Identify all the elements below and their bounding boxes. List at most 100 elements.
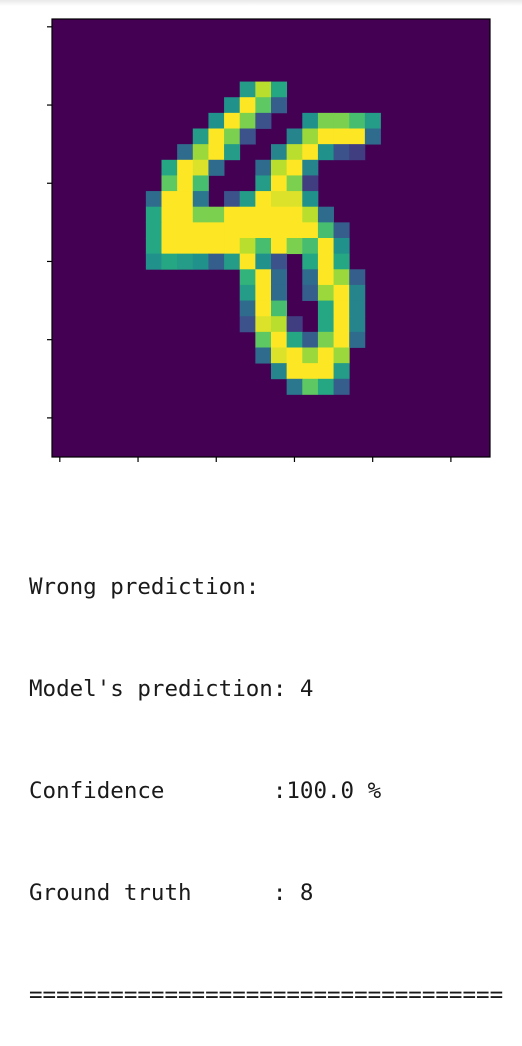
image-pixel — [255, 112, 272, 129]
image-pixel — [271, 222, 288, 239]
image-pixel — [286, 316, 303, 333]
image-pixel — [239, 316, 256, 333]
image-pixel — [333, 300, 350, 317]
image-pixel — [286, 363, 303, 380]
image-pixel — [317, 300, 334, 317]
image-pixel — [255, 222, 272, 239]
image-pixel — [271, 300, 288, 317]
image-pixel — [161, 159, 178, 176]
image-pixel — [302, 175, 319, 192]
image-pixel — [271, 206, 288, 223]
image-pixel — [317, 238, 334, 255]
image-pixel — [333, 128, 350, 145]
image-pixel — [286, 238, 303, 255]
image-pixel — [302, 378, 319, 395]
image-pixel — [317, 222, 334, 239]
image-pixel — [192, 253, 209, 270]
image-pixel — [271, 269, 288, 286]
image-pixel — [208, 128, 225, 145]
image-pixel — [224, 97, 241, 114]
image-pixel — [302, 331, 319, 348]
image-pixel — [255, 159, 272, 176]
image-pixel — [255, 316, 272, 333]
image-pixel — [302, 128, 319, 145]
image-pixel — [177, 253, 194, 270]
image-pixel — [317, 378, 334, 395]
image-pixel — [239, 269, 256, 286]
image-pixel — [349, 269, 366, 286]
image-pixel — [333, 363, 350, 380]
image-pixel — [317, 144, 334, 161]
image-pixel — [192, 238, 209, 255]
image-pixel — [239, 206, 256, 223]
confidence-line: Confidence :100.0 % — [29, 778, 382, 804]
image-pixel — [224, 128, 241, 145]
image-pixel — [177, 144, 194, 161]
image-pixel — [239, 97, 256, 114]
image-pixel — [286, 159, 303, 176]
image-pixel — [239, 300, 256, 317]
image-pixel — [208, 253, 225, 270]
image-pixel — [161, 238, 178, 255]
image-pixel — [302, 269, 319, 286]
image-pixel — [192, 175, 209, 192]
digit-image-plot — [47, 18, 491, 462]
image-pixel — [333, 238, 350, 255]
image-pixel — [349, 112, 366, 129]
image-pixel — [177, 238, 194, 255]
image-pixel — [364, 112, 381, 129]
image-pixel — [333, 112, 350, 129]
image-pixel — [255, 191, 272, 208]
image-pixel — [145, 222, 162, 239]
image-pixel — [239, 191, 256, 208]
image-pixel — [255, 253, 272, 270]
image-pixel — [192, 222, 209, 239]
image-pixel — [271, 284, 288, 301]
image-pixel — [161, 222, 178, 239]
image-pixel — [286, 222, 303, 239]
image-pixel — [271, 97, 288, 114]
image-pixel — [224, 253, 241, 270]
image-pixel — [302, 238, 319, 255]
image-pixel — [333, 269, 350, 286]
image-pixel — [302, 347, 319, 364]
image-pixel — [161, 206, 178, 223]
image-pixel — [286, 175, 303, 192]
image-pixel — [317, 284, 334, 301]
image-pixel — [317, 347, 334, 364]
model-prediction-line: Model's prediction: 4 — [29, 676, 314, 702]
image-pixel — [177, 206, 194, 223]
image-pixel — [177, 222, 194, 239]
image-pixel — [192, 128, 209, 145]
image-pixel — [302, 191, 319, 208]
image-pixel — [145, 191, 162, 208]
image-pixel — [302, 159, 319, 176]
image-pixel — [177, 159, 194, 176]
cell-top-border — [0, 0, 522, 6]
image-pixel — [302, 112, 319, 129]
image-pixel — [208, 238, 225, 255]
image-pixel — [271, 191, 288, 208]
image-pixel — [317, 363, 334, 380]
image-pixel — [333, 284, 350, 301]
image-pixel — [208, 206, 225, 223]
image-pixel — [317, 128, 334, 145]
image-pixel — [317, 331, 334, 348]
image-pixel — [271, 363, 288, 380]
image-pixel — [302, 222, 319, 239]
image-pixel — [224, 238, 241, 255]
image-pixel — [192, 206, 209, 223]
image-pixel — [317, 112, 334, 129]
image-pixel — [364, 128, 381, 145]
image-pixel — [333, 331, 350, 348]
image-pixel — [286, 378, 303, 395]
cell-output: Wrong prediction: Model's prediction: 4 … — [29, 502, 522, 1046]
image-pixel — [333, 347, 350, 364]
image-pixel — [224, 112, 241, 129]
image-pixel — [333, 144, 350, 161]
image-pixel — [177, 175, 194, 192]
image-pixel — [271, 347, 288, 364]
image-pixel — [271, 159, 288, 176]
image-pixel — [317, 269, 334, 286]
plot-frame — [51, 18, 491, 458]
